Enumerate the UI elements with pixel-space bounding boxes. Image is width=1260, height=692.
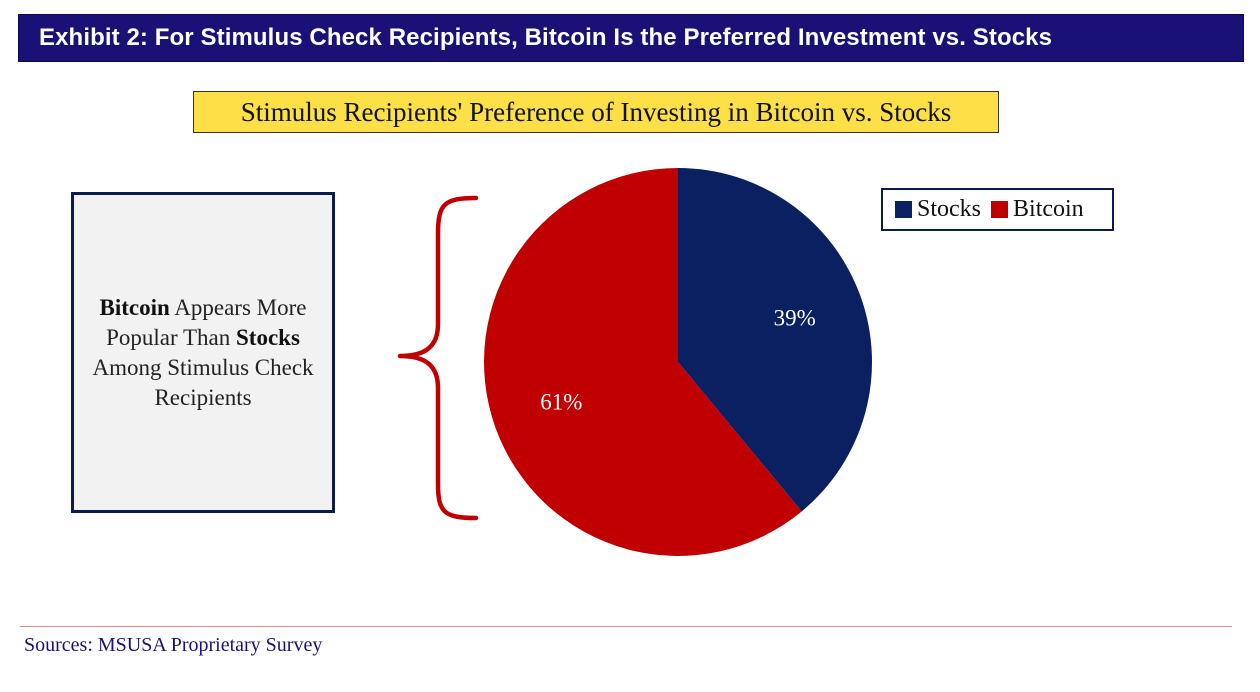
chart-title: Stimulus Recipients' Preference of Inves… <box>240 96 952 127</box>
chart-title-box: Stimulus Recipients' Preference of Inves… <box>193 91 999 133</box>
callout-text: Bitcoin Appears More Popular Than Stocks… <box>88 293 318 413</box>
brace-icon <box>397 195 479 521</box>
footer-divider <box>20 626 1232 627</box>
pie-label-bitcoin: 61% <box>540 389 582 414</box>
legend-item-stocks: Stocks <box>895 196 981 223</box>
pie-slice-bitcoin <box>484 168 802 556</box>
callout-bold-stocks: Stocks <box>236 324 300 350</box>
exhibit-header: Exhibit 2: For Stimulus Check Recipients… <box>18 14 1244 62</box>
legend: Stocks Bitcoin <box>881 188 1114 231</box>
callout-box: Bitcoin Appears More Popular Than Stocks… <box>71 192 335 513</box>
pie-label-stocks: 39% <box>774 305 816 330</box>
legend-item-bitcoin: Bitcoin <box>991 196 1084 223</box>
legend-swatch-bitcoin <box>991 201 1009 218</box>
legend-label-bitcoin: Bitcoin <box>1013 196 1084 222</box>
callout-text-1: Appears More Popular Than <box>106 294 307 350</box>
pie-labels: 39% 61% <box>540 305 816 414</box>
pie-slices <box>484 168 872 556</box>
pie-slice-stocks <box>678 168 872 512</box>
source-note: Sources: MSUSA Proprietary Survey <box>24 634 323 656</box>
callout-text-2: Among Stimulus Check Recipients <box>92 354 314 410</box>
exhibit-title: Exhibit 2: For Stimulus Check Recipients… <box>39 24 1053 51</box>
callout-bold-bitcoin: Bitcoin <box>99 294 170 320</box>
legend-label-stocks: Stocks <box>917 196 982 222</box>
legend-swatch-stocks <box>895 201 912 218</box>
